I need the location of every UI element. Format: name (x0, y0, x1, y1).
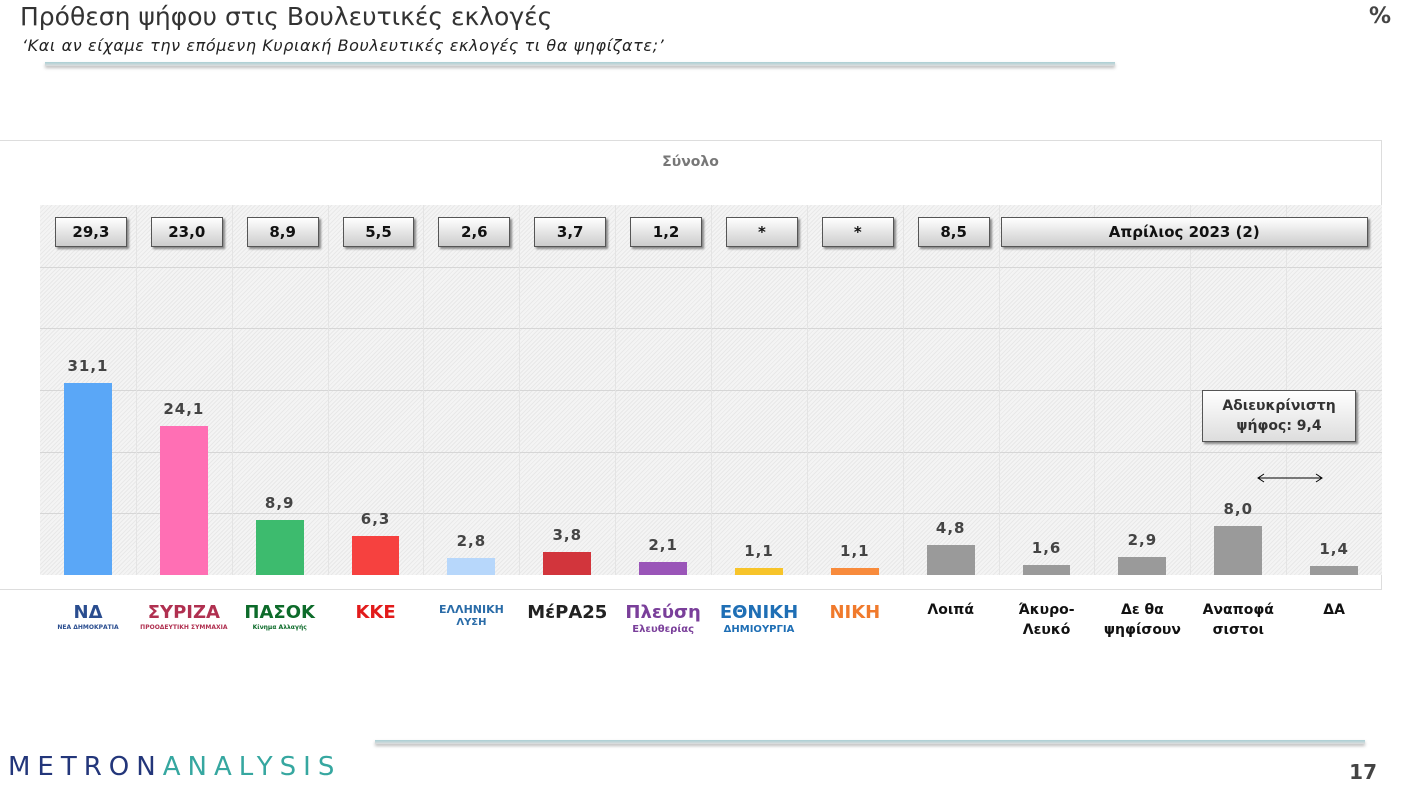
column-divider (711, 205, 712, 575)
logo-text: ΝΙΚΗ (829, 602, 881, 623)
comparison-label: 5,5 (342, 217, 415, 247)
plot-area (40, 205, 1382, 575)
brand-logo: METRONANALYSIS (8, 752, 342, 782)
column-divider (902, 205, 904, 575)
category-label: Άκυρο- Λευκό (1018, 602, 1075, 638)
bar (926, 545, 975, 575)
logo-subtext: ΠΡΟΟΔΕΥΤΙΚΗ ΣΥΜΜΑΧΙΑ (140, 624, 228, 631)
bar (735, 568, 783, 575)
bar (639, 562, 687, 575)
header-divider (45, 62, 1115, 66)
party-logo: ΠΑΣΟΚ Κίνημα Αλλαγής (232, 598, 328, 631)
value-label: 1,1 (744, 542, 774, 561)
bar (1022, 565, 1071, 575)
party-logo: Πλεύση Ελευθερίας (615, 598, 711, 635)
bar (351, 536, 400, 575)
value-label: 3,8 (552, 525, 583, 544)
category-label: Λοιπά (927, 602, 974, 618)
comparison-label: * (821, 217, 894, 247)
comparison-label: 3,7 (534, 217, 607, 247)
column-divider (1094, 205, 1096, 575)
column-divider (806, 205, 808, 575)
value-label: 1,4 (1319, 540, 1349, 559)
bar (1214, 525, 1263, 575)
party-logo: ΕΛΛΗΝΙΚΗ ΛΥΣΗ (423, 598, 519, 628)
footer-divider (375, 740, 1365, 744)
logo-text: ΕΘΝΙΚΗ (719, 602, 799, 623)
logo-text: ΣΥΡΙΖΑ (147, 602, 220, 623)
logo-text: ΚΚΕ (355, 602, 396, 623)
value-label: 1,6 (1031, 539, 1062, 558)
column-divider (519, 205, 521, 575)
party-logo: ΝΔ ΝΕΑ ΔΗΜΟΚΡΑΤΙΑ (40, 598, 136, 631)
value-label: 6,3 (360, 510, 391, 529)
logo-text: ΕΛΛΗΝΙΚΗ (439, 603, 504, 616)
party-logo: ΝΙΚΗ (807, 598, 903, 622)
comparison-label: 2,6 (438, 217, 511, 247)
logo-subtext: ΔΗΜΙΟΥΡΓΙΑ (723, 624, 795, 635)
chart-title: Σύνολο (662, 154, 719, 170)
category-label: ΔΑ (1323, 602, 1345, 618)
bar (1310, 566, 1358, 575)
page-number: 17 (1349, 760, 1377, 784)
comparison-label: 29,3 (55, 217, 127, 247)
column-divider (327, 205, 329, 575)
logo-text: Πλεύση (625, 602, 701, 623)
logo-subtext: ΝΕΑ ΔΗΜΟΚΡΑΤΙΑ (57, 624, 119, 631)
category-label: Δε θα ψηφίσουν (1103, 602, 1181, 638)
value-label: 1,1 (840, 542, 870, 561)
party-logo: ΜέΡΑ25 (519, 598, 615, 622)
value-label: 2,8 (456, 531, 487, 550)
page-title: Πρόθεση ψήφου στις Βουλευτικές εκλογές (20, 2, 553, 31)
value-label: 8,9 (264, 494, 295, 513)
logo-subtext: Κίνημα Αλλαγής (252, 624, 307, 631)
bar (543, 551, 592, 575)
column-divider (231, 205, 233, 575)
column-divider (998, 205, 1000, 575)
value-label: 4,8 (935, 519, 966, 538)
bar (830, 568, 879, 575)
party-logo: ΣΥΡΙΖΑ ΠΡΟΟΔΕΥΤΙΚΗ ΣΥΜΜΑΧΙΑ (136, 598, 232, 631)
comparison-period-label: Απρίλιος 2023 (2) (1000, 217, 1368, 247)
logo-subtext: Ελευθερίας (632, 624, 695, 635)
value-label: 24,1 (163, 400, 205, 419)
bar (64, 383, 112, 575)
logo-text: ΝΔ (73, 602, 103, 623)
column-divider (1190, 205, 1192, 575)
party-logo: ΚΚΕ (328, 598, 424, 622)
comparison-label: 8,5 (917, 217, 990, 247)
value-label: 8,0 (1223, 499, 1254, 518)
page-subtitle: ‘Και αν είχαμε την επόμενη Κυριακή Βουλε… (22, 36, 665, 55)
value-label: 2,9 (1127, 531, 1158, 550)
double-arrow-icon (1257, 473, 1323, 483)
comparison-label: 1,2 (630, 217, 702, 247)
logo-subtext: ΛΥΣΗ (456, 617, 487, 628)
column-divider (423, 205, 425, 575)
party-logo: ΕΘΝΙΚΗ ΔΗΜΙΟΥΡΓΙΑ (711, 598, 807, 635)
comparison-label: 23,0 (150, 217, 223, 247)
unit-label: % (1368, 4, 1391, 29)
bar (159, 426, 208, 575)
comparison-label: 8,9 (246, 217, 319, 247)
column-divider (615, 205, 617, 575)
category-label: Αναποφά σιστοι (1202, 602, 1274, 638)
comparison-label: * (726, 217, 798, 247)
column-divider (135, 205, 137, 575)
logo-text: ΜέΡΑ25 (527, 602, 608, 623)
annotation-box: Αδιευκρίνιστη ψήφος: 9,4 (1202, 390, 1356, 442)
value-label: 2,1 (648, 536, 678, 555)
bar (447, 557, 496, 575)
bar (1118, 557, 1167, 575)
value-label: 31,1 (67, 357, 109, 376)
logo-text: ΠΑΣΟΚ (244, 602, 315, 623)
bar (255, 520, 304, 575)
